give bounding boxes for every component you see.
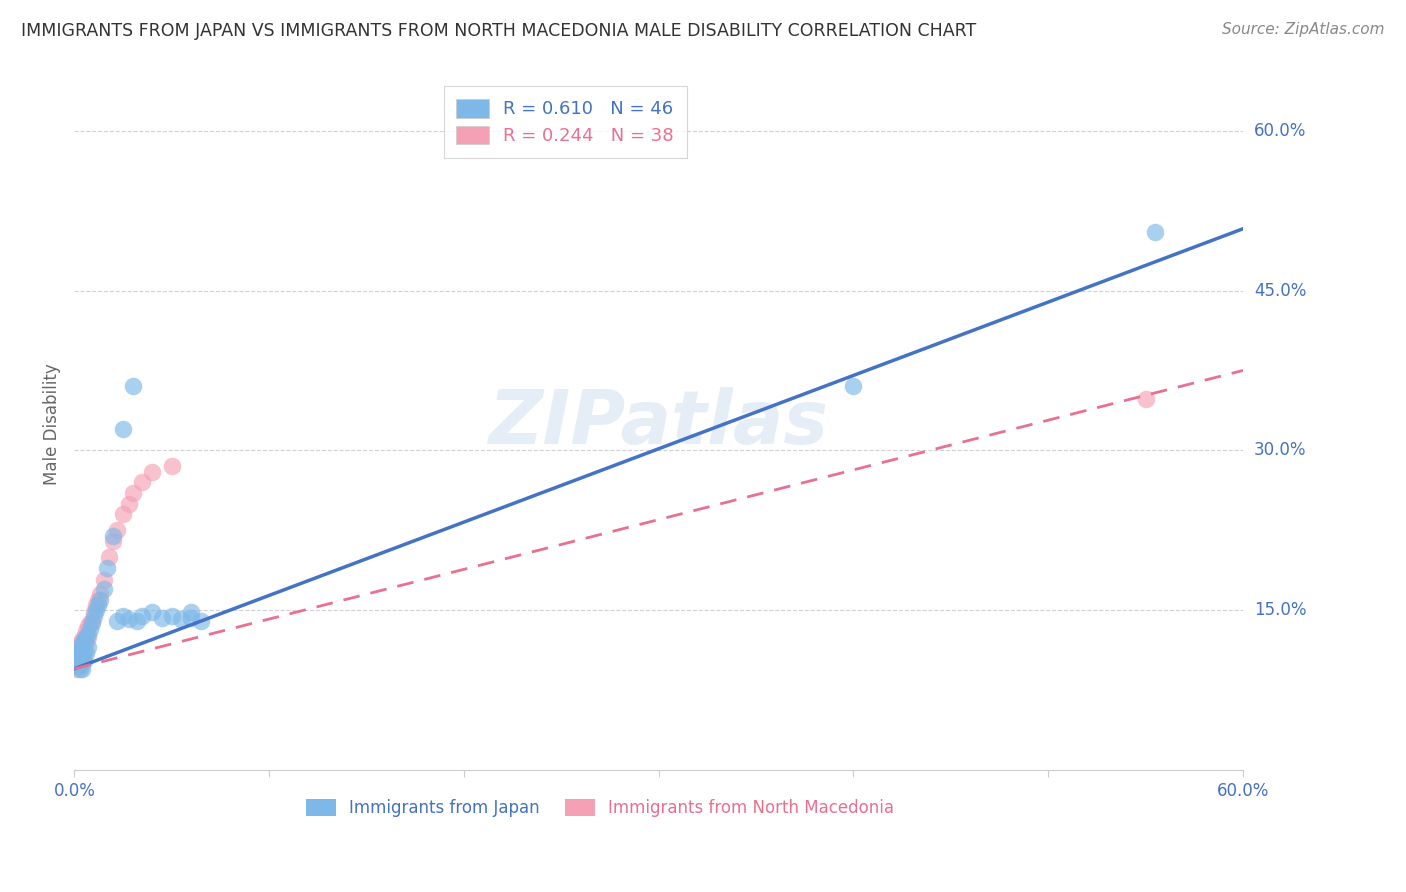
Text: 60.0%: 60.0% — [1254, 121, 1306, 140]
Point — [111, 608, 134, 623]
Point — [93, 574, 115, 588]
Point — [70, 646, 93, 660]
Point — [125, 614, 148, 628]
Point — [73, 637, 96, 651]
Point — [105, 523, 128, 537]
Point — [180, 605, 202, 619]
Point — [69, 643, 91, 657]
Point — [77, 619, 100, 633]
Point — [67, 658, 90, 673]
Point — [65, 650, 87, 665]
Point — [131, 475, 153, 490]
Text: IMMIGRANTS FROM JAPAN VS IMMIGRANTS FROM NORTH MACEDONIA MALE DISABILITY CORRELA: IMMIGRANTS FROM JAPAN VS IMMIGRANTS FROM… — [21, 22, 976, 40]
Text: Source: ZipAtlas.com: Source: ZipAtlas.com — [1222, 22, 1385, 37]
Point — [89, 587, 111, 601]
Point — [67, 654, 90, 668]
Point — [111, 422, 134, 436]
Point — [93, 582, 115, 596]
Point — [69, 648, 91, 662]
Point — [65, 657, 87, 671]
Point — [67, 648, 90, 662]
Point — [70, 648, 93, 662]
Point — [67, 640, 90, 655]
Point — [67, 651, 90, 665]
Point — [86, 598, 108, 612]
Point — [150, 610, 173, 624]
Y-axis label: Male Disability: Male Disability — [44, 363, 60, 484]
Point — [69, 658, 91, 673]
Point — [69, 651, 91, 665]
Point — [83, 608, 105, 623]
Point — [69, 657, 91, 671]
Point — [65, 662, 87, 676]
Point — [96, 560, 118, 574]
Point — [121, 486, 143, 500]
Point — [73, 643, 96, 657]
Point — [80, 615, 103, 630]
Text: 15.0%: 15.0% — [1254, 601, 1306, 619]
Text: 30.0%: 30.0% — [1254, 442, 1306, 459]
Point — [77, 640, 100, 655]
Point — [89, 592, 111, 607]
Point — [65, 648, 87, 662]
Point — [1135, 392, 1157, 407]
Point — [73, 654, 96, 668]
Point — [131, 608, 153, 623]
Point — [80, 614, 103, 628]
Point — [118, 497, 141, 511]
Point — [170, 612, 193, 626]
Point — [67, 658, 90, 673]
Point — [69, 662, 91, 676]
Point — [180, 610, 202, 624]
Point — [842, 379, 865, 393]
Point — [118, 612, 141, 626]
Point — [70, 637, 93, 651]
Point — [73, 632, 96, 647]
Point — [103, 533, 125, 548]
Point — [160, 608, 183, 623]
Point — [141, 465, 163, 479]
Point — [65, 653, 87, 667]
Point — [121, 379, 143, 393]
Point — [65, 643, 87, 657]
Point — [83, 605, 105, 619]
Point — [77, 626, 100, 640]
Point — [86, 592, 108, 607]
Point — [84, 603, 107, 617]
Point — [84, 598, 107, 612]
Point — [65, 646, 87, 660]
Point — [141, 605, 163, 619]
Point — [105, 614, 128, 628]
Point — [70, 632, 93, 647]
Point — [190, 614, 212, 628]
Point — [79, 623, 101, 637]
Legend: Immigrants from Japan, Immigrants from North Macedonia: Immigrants from Japan, Immigrants from N… — [299, 792, 901, 824]
Point — [75, 646, 97, 660]
Point — [77, 630, 100, 644]
Point — [103, 528, 125, 542]
Point — [160, 459, 183, 474]
Text: 45.0%: 45.0% — [1254, 282, 1306, 300]
Point — [70, 662, 93, 676]
Point — [69, 637, 91, 651]
Text: ZIPatlas: ZIPatlas — [489, 387, 828, 460]
Point — [69, 640, 91, 655]
Point — [98, 549, 121, 564]
Point — [75, 630, 97, 644]
Point — [111, 508, 134, 522]
Point — [67, 657, 90, 671]
Point — [67, 643, 90, 657]
Point — [73, 648, 96, 662]
Point — [75, 624, 97, 639]
Point — [75, 635, 97, 649]
Point — [79, 615, 101, 630]
Point — [1144, 225, 1167, 239]
Point — [73, 630, 96, 644]
